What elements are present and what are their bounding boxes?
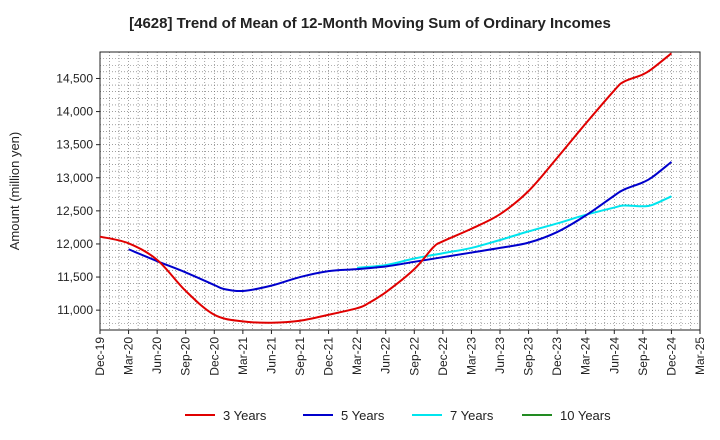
x-tick-label: Dec-23 bbox=[550, 337, 564, 376]
x-tick-label: Mar-22 bbox=[350, 337, 364, 375]
series-group bbox=[99, 52, 673, 324]
y-tick-label: 14,000 bbox=[56, 105, 93, 119]
x-tick-label: Dec-19 bbox=[93, 337, 107, 376]
y-tick-label: 13,000 bbox=[56, 171, 93, 185]
x-tick-label: Dec-22 bbox=[436, 337, 450, 376]
x-tick-label: Sep-23 bbox=[522, 337, 536, 376]
x-tick-label: Sep-24 bbox=[636, 337, 650, 376]
series-line-3-years bbox=[99, 52, 673, 324]
legend: 3 Years 5 Years 7 Years 10 Years bbox=[185, 408, 611, 423]
x-tick-label: Mar-21 bbox=[236, 337, 250, 375]
legend-label-5-years: 5 Years bbox=[341, 408, 385, 423]
x-axis: Dec-19 Mar-20 Jun-20 Sep-20 Dec-20 Mar-21 Jun-… bbox=[93, 330, 707, 376]
x-tick-label: Mar-25 bbox=[693, 337, 707, 375]
series-line-5-years bbox=[128, 161, 673, 293]
y-tick-label: 13,500 bbox=[56, 138, 93, 152]
x-tick-label: Mar-23 bbox=[464, 337, 478, 375]
x-tick-label: Sep-20 bbox=[179, 337, 193, 376]
x-tick-label: Dec-24 bbox=[664, 337, 678, 376]
y-tick-label: 11,500 bbox=[57, 270, 93, 284]
x-tick-label: Sep-22 bbox=[407, 337, 421, 376]
plot-frame bbox=[99, 51, 701, 331]
x-tick-label: Jun-20 bbox=[150, 337, 164, 374]
series-line-7-years bbox=[357, 195, 672, 269]
x-tick-label: Jun-22 bbox=[379, 337, 393, 374]
x-tick-label: Dec-20 bbox=[207, 337, 221, 376]
legend-label-3-years: 3 Years bbox=[223, 408, 267, 423]
y-tick-label: 12,500 bbox=[56, 204, 93, 218]
grid bbox=[100, 52, 700, 330]
x-tick-label: Jun-24 bbox=[607, 337, 621, 374]
y-tick-label: 12,000 bbox=[56, 237, 93, 251]
y-axis-label: Amount (million yen) bbox=[7, 132, 22, 251]
x-tick-label: Mar-24 bbox=[579, 337, 593, 375]
x-tick-label: Dec-21 bbox=[322, 337, 336, 376]
y-tick-label: 14,500 bbox=[56, 71, 93, 85]
x-tick-label: Mar-20 bbox=[122, 337, 136, 375]
x-tick-label: Jun-21 bbox=[264, 337, 278, 374]
y-axis: 11,000 11,500 12,000 12,500 13,000 13,500 14,0… bbox=[56, 71, 100, 317]
legend-label-7-years: 7 Years bbox=[450, 408, 494, 423]
chart-title: [4628] Trend of Mean of 12-Month Moving … bbox=[129, 15, 611, 32]
x-tick-label: Jun-23 bbox=[493, 337, 507, 374]
y-tick-label: 11,000 bbox=[57, 303, 93, 317]
x-tick-label: Sep-21 bbox=[293, 337, 307, 376]
legend-label-10-years: 10 Years bbox=[560, 408, 611, 423]
